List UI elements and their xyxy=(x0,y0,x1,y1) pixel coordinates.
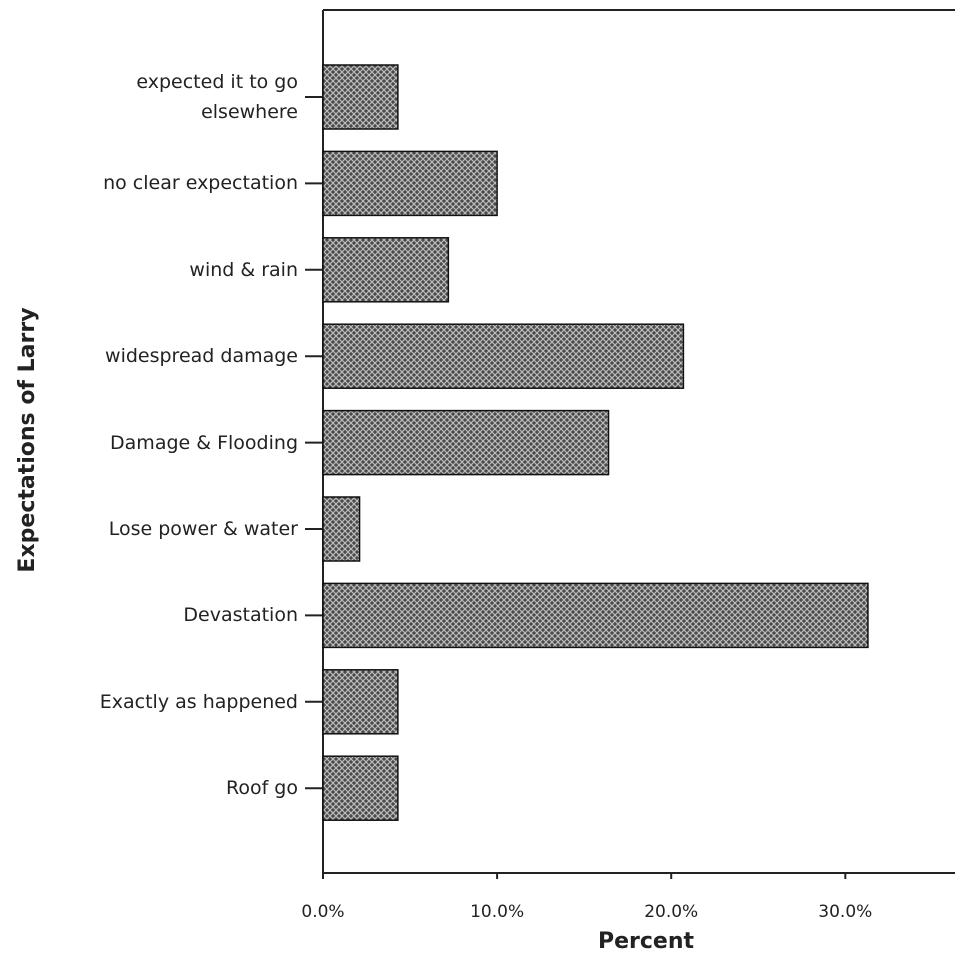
bar xyxy=(322,669,399,735)
y-tick-label: Lose power & water xyxy=(108,518,298,540)
y-tick-label: widespread damage xyxy=(105,345,298,368)
y-axis-title: Expectations of Larry xyxy=(15,307,40,572)
x-axis-title: Percent xyxy=(598,929,695,954)
x-tick-label: 20.0% xyxy=(644,902,698,922)
y-tick-label: Exactly as happened xyxy=(99,690,298,713)
bar xyxy=(322,755,399,821)
bar xyxy=(322,496,361,562)
y-tick-label: Damage & Flooding xyxy=(110,431,298,454)
x-tick-label: 10.0% xyxy=(470,902,524,922)
bar xyxy=(322,582,869,649)
bar xyxy=(322,64,399,130)
x-tick-label: 0.0% xyxy=(301,902,344,922)
y-tick-label: wind & rain xyxy=(189,258,298,281)
bar xyxy=(322,323,685,389)
y-tick-label: Roof go xyxy=(225,777,298,800)
bar xyxy=(322,237,450,303)
bar xyxy=(322,150,498,217)
x-tick-label: 30.0% xyxy=(818,902,872,922)
bar xyxy=(322,409,610,476)
y-tick-label: expected it to go elsewhere xyxy=(136,71,298,123)
y-tick-label: Devastation xyxy=(183,604,298,627)
y-tick-label: no clear expectation xyxy=(103,172,298,195)
